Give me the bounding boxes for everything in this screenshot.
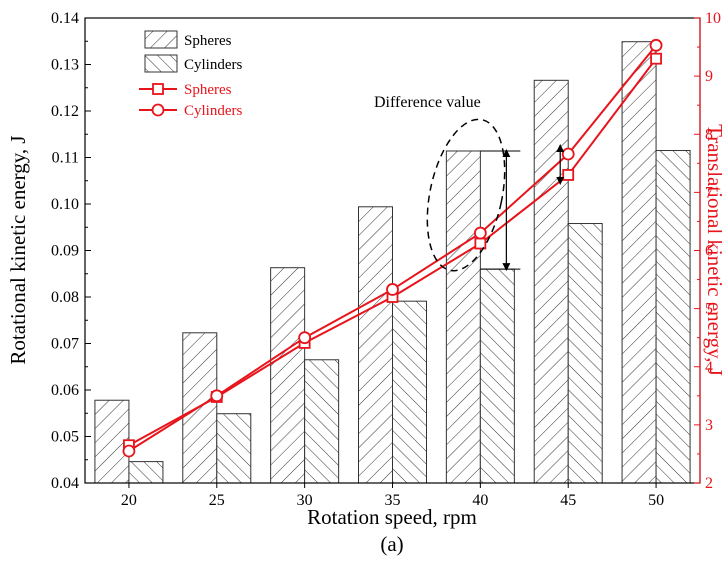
y2-tick-label: 8 (705, 126, 713, 143)
annotation-label: Difference value (374, 94, 481, 111)
legend-marker-cylinders (151, 103, 165, 117)
y2-tick-label: 6 (705, 243, 713, 260)
y-tick-label: 0.10 (51, 196, 79, 213)
y2-tick-label: 5 (705, 301, 713, 318)
y-tick-label: 0.05 (51, 429, 79, 446)
point-cylinders-40 (473, 226, 487, 240)
bar-spheres-35 (358, 206, 393, 484)
x-tick-label: 25 (209, 492, 225, 509)
point-spheres-50 (650, 52, 662, 65)
y2-tick-label: 2 (705, 475, 713, 492)
legend-swatch-spheres (144, 30, 178, 49)
y2-ticks: 2 3 4 5 6 7 8 9 10 (694, 10, 721, 492)
y-tick-label: 0.08 (51, 289, 79, 306)
bar-cylinders-45 (567, 223, 603, 484)
x-ticks: 20 25 30 35 40 45 50 (121, 483, 664, 509)
point-cylinders-30 (298, 331, 312, 345)
x-tick-label: 35 (385, 492, 401, 509)
y-ticks: 0.04 0.05 0.06 0.07 0.08 0.09 0.10 0.11 0.12 0.13… (51, 10, 91, 492)
y-tick-label: 0.13 (51, 57, 79, 74)
difference-ellipse (426, 118, 506, 272)
y2-tick-label: 3 (705, 417, 713, 434)
legend-label-cylinders-line: Cylinders (184, 103, 242, 119)
legend-label-spheres-line: Spheres (184, 82, 232, 98)
point-cylinders-20 (122, 444, 136, 458)
x-tick-label: 40 (472, 492, 488, 509)
point-spheres-45 (562, 169, 575, 181)
bar-cylinders-50 (655, 150, 691, 484)
x-tick-label: 20 (121, 492, 137, 509)
x-tick-label: 30 (297, 492, 313, 509)
annotation-layer: Difference value (374, 94, 565, 272)
bar-spheres-25 (182, 332, 218, 484)
y-tick-label: 0.12 (51, 103, 79, 120)
bar-cylinders-25 (216, 413, 252, 484)
y-tick-label: 0.09 (51, 243, 79, 260)
y2-axis-title: Translational kinetic energy, J (703, 124, 722, 376)
bar-cylinders-20 (128, 461, 164, 484)
legend-label-spheres-bar: Spheres (184, 33, 232, 49)
bar-spheres-30 (270, 267, 306, 484)
y2-tick-label: 7 (705, 184, 713, 201)
point-cylinders-25 (210, 389, 224, 403)
x-axis-title: Rotation speed, rpm (307, 505, 477, 529)
legend-label-cylinders-bar: Cylinders (184, 57, 242, 73)
bar-cylinders-30 (304, 359, 340, 484)
lines-layer (122, 38, 663, 458)
bar-cylinders-35 (392, 300, 427, 484)
y-tick-label: 0.11 (52, 150, 79, 167)
point-spheres-40 (474, 237, 487, 250)
y-tick-label: 0.06 (51, 382, 79, 399)
y2-tick-label: 10 (705, 10, 721, 27)
y-axis-title: Rotational kinetic energy, J (6, 135, 30, 364)
bars-layer (94, 41, 691, 484)
x-tick-label: 50 (648, 492, 664, 509)
bar-spheres-50 (621, 41, 657, 484)
panel-label: (a) (380, 532, 403, 556)
bar-cylinders-40 (479, 268, 515, 484)
y2-tick-label: 4 (705, 359, 713, 376)
legend-marker-spheres (152, 83, 164, 95)
point-cylinders-50 (649, 38, 663, 52)
bar-spheres-40 (445, 150, 481, 484)
point-cylinders-45 (561, 147, 575, 161)
x-tick-label: 45 (560, 492, 576, 509)
y-tick-label: 0.07 (51, 336, 79, 353)
legend: Spheres Cylinders Spheres Cylinders (139, 30, 242, 119)
y-tick-label: 0.14 (51, 10, 79, 27)
point-cylinders-35 (386, 283, 399, 296)
legend-swatch-cylinders (144, 54, 178, 73)
y2-tick-label: 9 (705, 68, 713, 85)
bar-spheres-45 (533, 79, 569, 484)
y-tick-label: 0.04 (51, 475, 79, 492)
